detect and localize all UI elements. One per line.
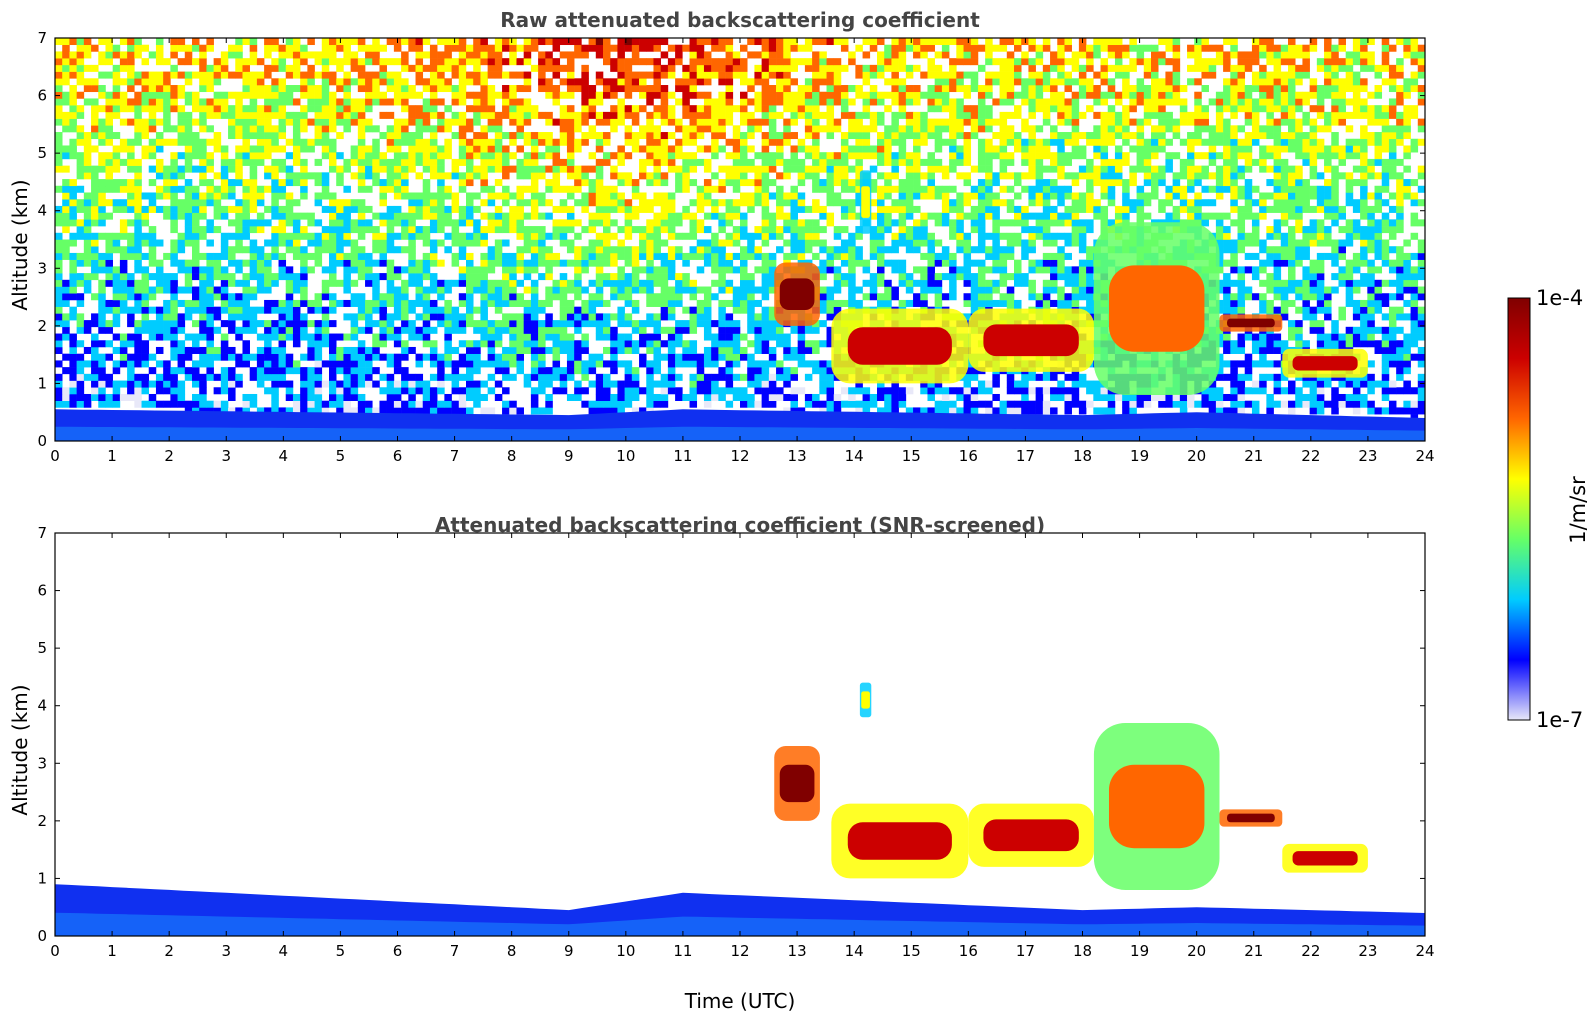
y-tick-label: 6 [37,87,47,105]
y-tick-label: 7 [37,29,47,47]
x-tick-label: 19 [1130,942,1149,960]
top-heatmap-plot [55,38,1426,441]
y-tick-label: 0 [37,927,47,945]
x-tick-label: 12 [730,447,749,465]
x-tick-label: 7 [450,447,460,465]
top-y-axis-label: Altitude (km) [8,179,32,310]
cloud-feature [1219,314,1283,332]
cloud-feature [1093,222,1220,395]
raw-backscatter-panel: Raw attenuated backscattering coefficien… [8,8,1435,465]
cloud-feature [774,262,820,326]
x-tick-label: 15 [902,447,921,465]
y-tick-label: 2 [37,812,47,830]
x-tick-label: 2 [164,447,174,465]
x-tick-label: 0 [50,447,60,465]
x-tick-label: 9 [564,447,574,465]
x-tick-label: 12 [730,942,749,960]
cloud-feature [1282,348,1368,378]
x-tick-label: 11 [673,447,692,465]
y-tick-label: 0 [37,432,47,450]
cloud-feature [774,746,820,821]
cloud-feature [1282,843,1368,873]
x-tick-label: 18 [1073,942,1092,960]
colorbar-gradient [1507,297,1531,721]
x-tick-label: 10 [616,942,635,960]
cloud-feature [1219,809,1283,827]
boundary-layer-core [55,912,1425,936]
y-tick-label: 4 [37,697,47,715]
snr-screened-panel: Attenuated backscattering coefficient (S… [8,513,1435,1013]
x-tick-label: 22 [1301,942,1320,960]
x-tick-label: 18 [1073,447,1092,465]
y-tick-label: 7 [37,524,47,542]
x-tick-label: 24 [1415,942,1434,960]
x-tick-label: 21 [1244,447,1263,465]
x-tick-label: 5 [336,447,346,465]
x-tick-label: 2 [164,942,174,960]
cloud-feature [968,803,1094,867]
y-tick-label: 6 [37,582,47,600]
colorbar-units-label: 1/m/sr [1566,476,1590,544]
x-tick-label: 22 [1301,447,1320,465]
top-axes: 0 1 2 3 4 5 6 7 8 9 10 11 12 13 14 15 16 17 18 19 20 21 22 23 24… [37,29,1434,465]
x-tick-label: 8 [507,942,517,960]
y-tick-label: 1 [37,374,47,392]
bottom-heatmap-plot [55,533,1425,936]
x-tick-label: 23 [1358,942,1377,960]
x-tick-label: 9 [564,942,574,960]
x-tick-label: 20 [1187,942,1206,960]
x-tick-label: 6 [393,942,403,960]
cloud-feature [831,308,969,384]
x-tick-label: 5 [336,942,346,960]
y-tick-label: 3 [37,754,47,772]
y-tick-label: 3 [37,259,47,277]
x-tick-label: 17 [1016,942,1035,960]
x-tick-label: 17 [1016,447,1035,465]
x-tick-label: 13 [788,942,807,960]
x-tick-label: 16 [959,942,978,960]
noise-field [55,38,1426,422]
x-tick-label: 24 [1415,447,1434,465]
colorbar-max-label: 1e-4 [1536,286,1583,310]
x-tick-label: 6 [393,447,403,465]
x-tick-label: 10 [616,447,635,465]
y-tick-label: 2 [37,317,47,335]
x-tick-label: 16 [959,447,978,465]
x-tick-label: 14 [845,942,864,960]
x-tick-label: 3 [221,447,231,465]
x-tick-label: 19 [1130,447,1149,465]
x-tick-label: 4 [279,942,289,960]
x-tick-label: 13 [788,447,807,465]
y-tick-label: 5 [37,639,47,657]
cloud-feature [968,308,1094,372]
x-tick-label: 11 [673,942,692,960]
y-tick-label: 5 [37,144,47,162]
x-tick-label: 4 [279,447,289,465]
x-tick-label: 23 [1358,447,1377,465]
x-tick-label: 21 [1244,942,1263,960]
cloud-feature [859,170,872,234]
x-tick-label: 3 [221,942,231,960]
colorbar: 1e-4 1e-7 1/m/sr [1507,286,1590,732]
plot-background [55,533,1425,936]
top-chart-title: Raw attenuated backscattering coefficien… [500,8,980,32]
bottom-axes: 0 1 2 3 4 5 6 7 8 9 10 11 12 13 14 15 16 17 18 19 20 21 22 23 24… [37,524,1434,960]
x-tick-label: 14 [845,447,864,465]
cloud-feature [1093,722,1220,890]
y-tick-label: 4 [37,202,47,220]
colorbar-min-label: 1e-7 [1536,708,1583,732]
cloud-feature [831,803,969,879]
x-tick-label: 1 [107,942,117,960]
x-tick-label: 0 [50,942,60,960]
x-tick-label: 7 [450,942,460,960]
x-tick-label: 20 [1187,447,1206,465]
x-axis-label: Time (UTC) [684,989,796,1013]
x-tick-label: 15 [902,942,921,960]
x-tick-label: 1 [107,447,117,465]
x-tick-label: 8 [507,447,517,465]
bottom-y-axis-label: Altitude (km) [8,684,32,815]
cloud-feature [859,682,872,718]
y-tick-label: 1 [37,869,47,887]
